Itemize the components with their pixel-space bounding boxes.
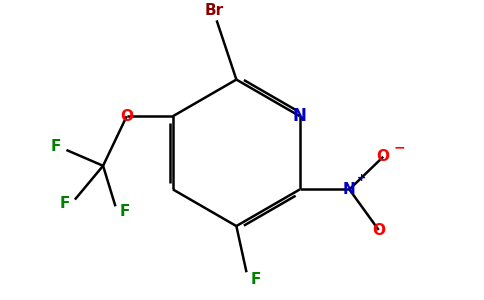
Text: O: O xyxy=(372,223,385,238)
Text: F: F xyxy=(120,205,130,220)
Text: O: O xyxy=(377,149,390,164)
Text: F: F xyxy=(51,139,61,154)
Text: N: N xyxy=(293,107,307,125)
Text: +: + xyxy=(357,173,366,183)
Text: N: N xyxy=(343,182,356,197)
Text: F: F xyxy=(251,272,261,286)
Text: Br: Br xyxy=(204,3,224,18)
Text: O: O xyxy=(120,109,133,124)
Text: F: F xyxy=(60,196,70,211)
Text: −: − xyxy=(393,140,405,154)
